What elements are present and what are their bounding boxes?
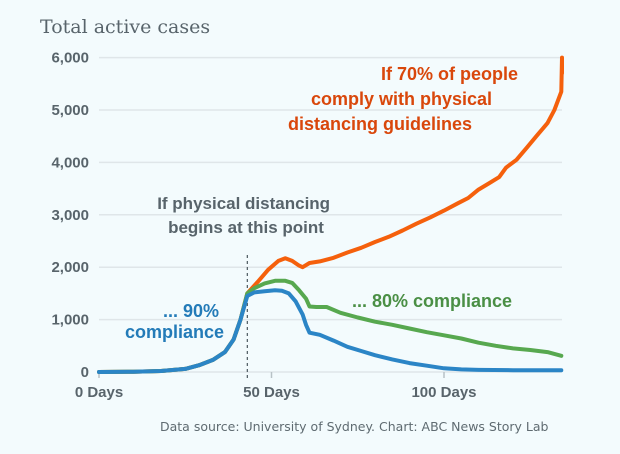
- y-tick-label: 4,000: [51, 154, 89, 171]
- source-note: Data source: University of Sydney. Chart…: [160, 419, 549, 434]
- annotation-intervention: If physical distancing begins at this po…: [157, 194, 335, 237]
- y-tick-label: 5,000: [51, 102, 89, 119]
- y-tick-label: 1,000: [51, 312, 89, 329]
- annotation-70-compliance: If 70% of people comply with physical di…: [288, 64, 523, 134]
- y-tick-label: 2,000: [51, 259, 89, 276]
- chart-title: Total active cases: [40, 16, 210, 38]
- x-tick-label: 100 Days: [411, 384, 476, 401]
- annotation-90-compliance: ... 90% compliance: [125, 301, 224, 342]
- x-tick-label: 50 Days: [243, 384, 300, 401]
- annotation-70-line-3: distancing guidelines: [288, 114, 472, 134]
- x-axis: 0 Days 50 Days 100 Days: [75, 372, 477, 401]
- annotation-90-line-2: compliance: [125, 322, 224, 342]
- annotation-70-line-1: If 70% of people: [381, 64, 518, 84]
- y-tick-label: 3,000: [51, 207, 89, 224]
- annotation-intervention-line-2: begins at this point: [168, 218, 324, 237]
- annotation-90-line-1: ... 90%: [163, 301, 219, 321]
- gridlines: [99, 56, 562, 373]
- y-tick-label: 0: [81, 364, 89, 381]
- y-tick-label: 6,000: [51, 50, 89, 67]
- x-tick-label: 0 Days: [75, 384, 123, 401]
- annotation-80-compliance: ... 80% compliance: [352, 291, 512, 311]
- annotation-70-line-2: comply with physical: [311, 89, 492, 109]
- annotation-intervention-line-1: If physical distancing: [157, 194, 330, 213]
- y-axis: 0 1,000 2,000 3,000 4,000 5,000 6,000: [51, 50, 89, 381]
- series-lines: [97, 55, 564, 374]
- series-line-90-compliance: [97, 288, 564, 374]
